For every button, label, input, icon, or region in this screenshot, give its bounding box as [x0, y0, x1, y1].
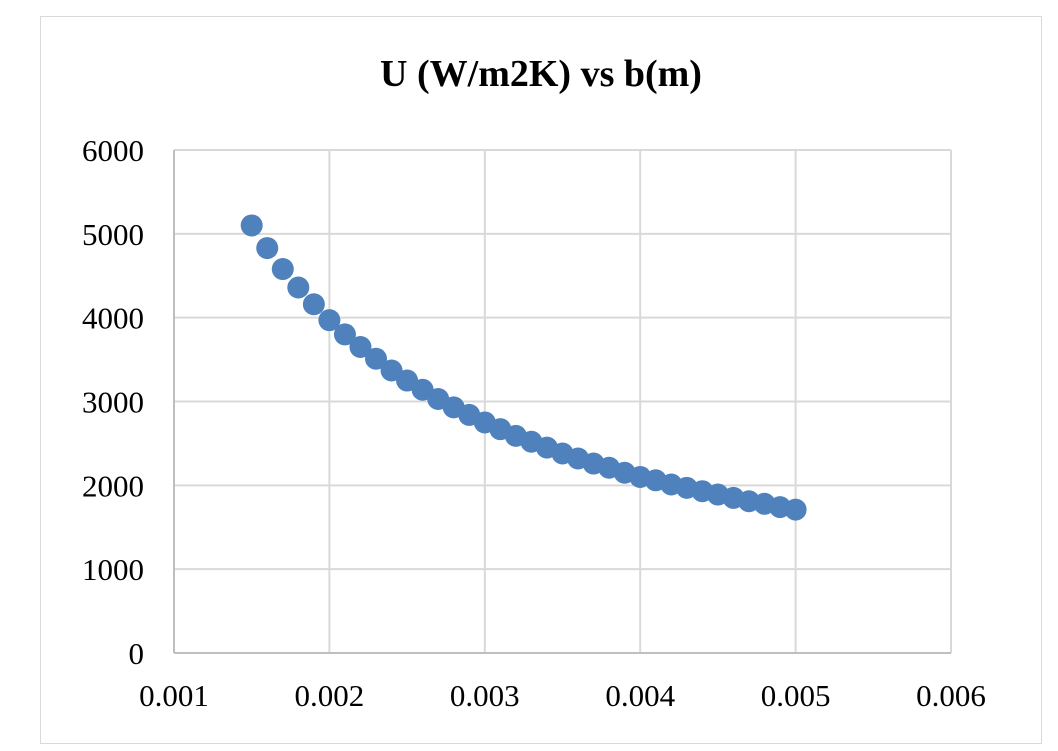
x-tick-label: 0.006	[916, 678, 986, 713]
tick-labels: 0 1000 2000 3000 4000 5000 6000 0.001 0.002 0.003…	[82, 133, 986, 713]
x-tick-label: 0.005	[761, 678, 831, 713]
x-tick-label: 0.004	[605, 678, 675, 713]
y-tick-label: 4000	[82, 301, 144, 336]
data-point	[784, 498, 807, 521]
chart-area	[40, 16, 1042, 744]
data-point	[240, 214, 263, 237]
y-tick-label: 3000	[82, 385, 144, 420]
data-point	[349, 336, 372, 359]
data-point	[271, 258, 294, 281]
gridlines	[174, 149, 952, 653]
data-series	[240, 214, 807, 521]
data-point	[256, 237, 279, 260]
y-tick-label: 0	[129, 636, 145, 671]
x-tick-label: 0.002	[295, 678, 365, 713]
data-point	[302, 293, 325, 316]
x-tick-label: 0.001	[139, 678, 209, 713]
y-tick-label: 6000	[82, 133, 144, 168]
data-point	[333, 323, 356, 346]
x-tick-label: 0.003	[450, 678, 520, 713]
data-point	[318, 309, 341, 332]
axes	[173, 150, 951, 654]
data-point	[380, 359, 403, 382]
y-tick-label: 1000	[82, 552, 144, 587]
chart-title: U (W/m2K) vs b(m)	[380, 53, 702, 95]
y-tick-label: 5000	[82, 217, 144, 252]
data-point	[287, 276, 310, 299]
y-tick-label: 2000	[82, 468, 144, 503]
data-point	[365, 347, 388, 370]
